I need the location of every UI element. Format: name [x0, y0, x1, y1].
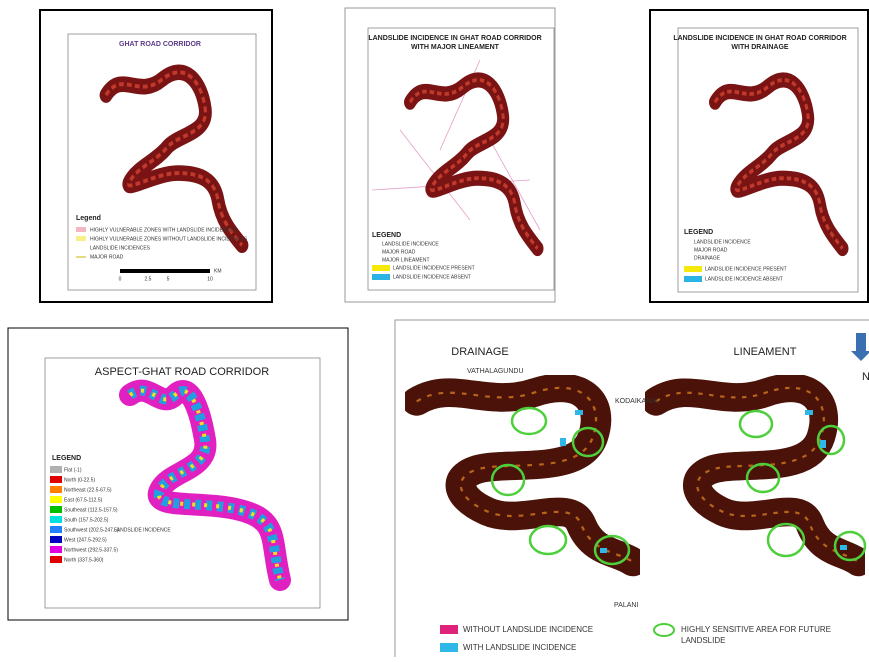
scale-label: 0	[119, 276, 122, 282]
legend-item: LANDSLIDE INCIDENCE PRESENT	[393, 265, 475, 271]
legend-item: West (247.5-292.5)	[64, 537, 107, 543]
legend-swatch	[372, 265, 390, 271]
legend-item: Southeast (112.5-157.5)	[64, 507, 118, 513]
scale-bar	[120, 269, 210, 273]
legend-title: LEGEND	[684, 229, 713, 236]
legend-item: LANDSLIDE INCIDENCE ABSENT	[705, 276, 783, 282]
scale-label: 10	[207, 276, 213, 282]
map-title: LINEAMENT	[734, 346, 797, 358]
legend-item: WITHOUT LANDSLIDE INCIDENCE	[463, 625, 593, 634]
legend-item: LANDSLIDE	[681, 636, 725, 645]
legend-item: Northeast (22.5-67.5)	[64, 487, 112, 493]
legend-item: East (67.5-112.5)	[64, 497, 103, 503]
page: {"panels":[ {"title":"GHAT ROAD CORRIDOR…	[0, 0, 869, 657]
map-title: ASPECT-GHAT ROAD CORRIDOR	[95, 366, 269, 378]
map-title: LANDSLIDE INCIDENCE IN GHAT ROAD CORRIDO…	[368, 35, 541, 42]
legend-item: HIGHLY VULNERABLE ZONES WITH LANDSLIDE I…	[90, 227, 237, 233]
legend-item: LANDSLIDE INCIDENCE ABSENT	[393, 274, 471, 280]
north-label: N	[862, 371, 869, 383]
legend-swatch	[76, 236, 86, 241]
panel-frame	[345, 8, 555, 302]
map-title: GHAT ROAD CORRIDOR	[119, 41, 201, 48]
legend-item: HIGHLY SENSITIVE AREA FOR FUTURE	[681, 625, 831, 634]
legend-item: DRAINAGE	[694, 255, 721, 261]
legend-item: MAJOR ROAD	[694, 247, 728, 253]
place-label: KODAIKANAL	[615, 398, 660, 405]
legend-swatch	[440, 625, 458, 634]
panel-frame	[650, 10, 868, 302]
legend-item: Northwest (292.5-337.5)	[64, 547, 118, 553]
legend-item: WITH LANDSLIDE INCIDENCE	[463, 643, 576, 652]
legend-swatch	[76, 227, 86, 232]
legend-item: North (0-22.5)	[64, 477, 95, 483]
scale-unit: KM	[214, 268, 222, 274]
map-title: WITH MAJOR LINEAMENT	[411, 44, 500, 51]
legend-item: MAJOR ROAD	[382, 249, 416, 255]
legend-item: LANDSLIDE INCIDENCE PRESENT	[705, 266, 787, 272]
legend-item: North (337.5-360)	[64, 557, 104, 563]
legend-swatch	[684, 266, 702, 272]
map-title: DRAINAGE	[451, 346, 508, 358]
map-title: WITH DRAINAGE	[731, 44, 788, 51]
figure: GHAT ROAD CORRIDOR Legend HIGHLY VULNERA…	[0, 0, 869, 657]
legend-title: Legend	[76, 215, 101, 222]
place-label: PALANI	[614, 602, 638, 609]
map-title: LANDSLIDE INCIDENCE IN GHAT ROAD CORRIDO…	[673, 35, 846, 42]
legend-item: HIGHLY VULNERABLE ZONES WITHOUT LANDSLID…	[90, 236, 248, 242]
scale-label: 2.5	[145, 276, 152, 282]
legend-swatch	[440, 643, 458, 652]
legend-item: LANDSLIDE INCIDENCE	[694, 239, 751, 245]
place-label: VATHALAGUNDU	[467, 368, 524, 375]
legend-title: LEGEND	[372, 232, 401, 239]
legend-item: Southwest (202.5-247.5)	[64, 527, 119, 533]
legend-swatch	[372, 274, 390, 280]
legend-item: LANDSLIDE INCIDENCE	[382, 241, 439, 247]
legend-item: Flat (-1)	[64, 467, 82, 473]
scale-label: 5	[167, 276, 170, 282]
legend-item: South (157.5-202.5)	[64, 517, 109, 523]
legend-title: LEGEND	[52, 455, 81, 462]
legend-item: MAJOR LINEAMENT	[382, 257, 430, 263]
legend-item: LANDSLIDE INCIDENCE	[114, 527, 171, 533]
legend-item: MAJOR ROAD	[90, 254, 124, 260]
legend-item: LANDSLIDE INCIDENCES	[90, 245, 151, 251]
legend-swatch	[684, 276, 702, 282]
